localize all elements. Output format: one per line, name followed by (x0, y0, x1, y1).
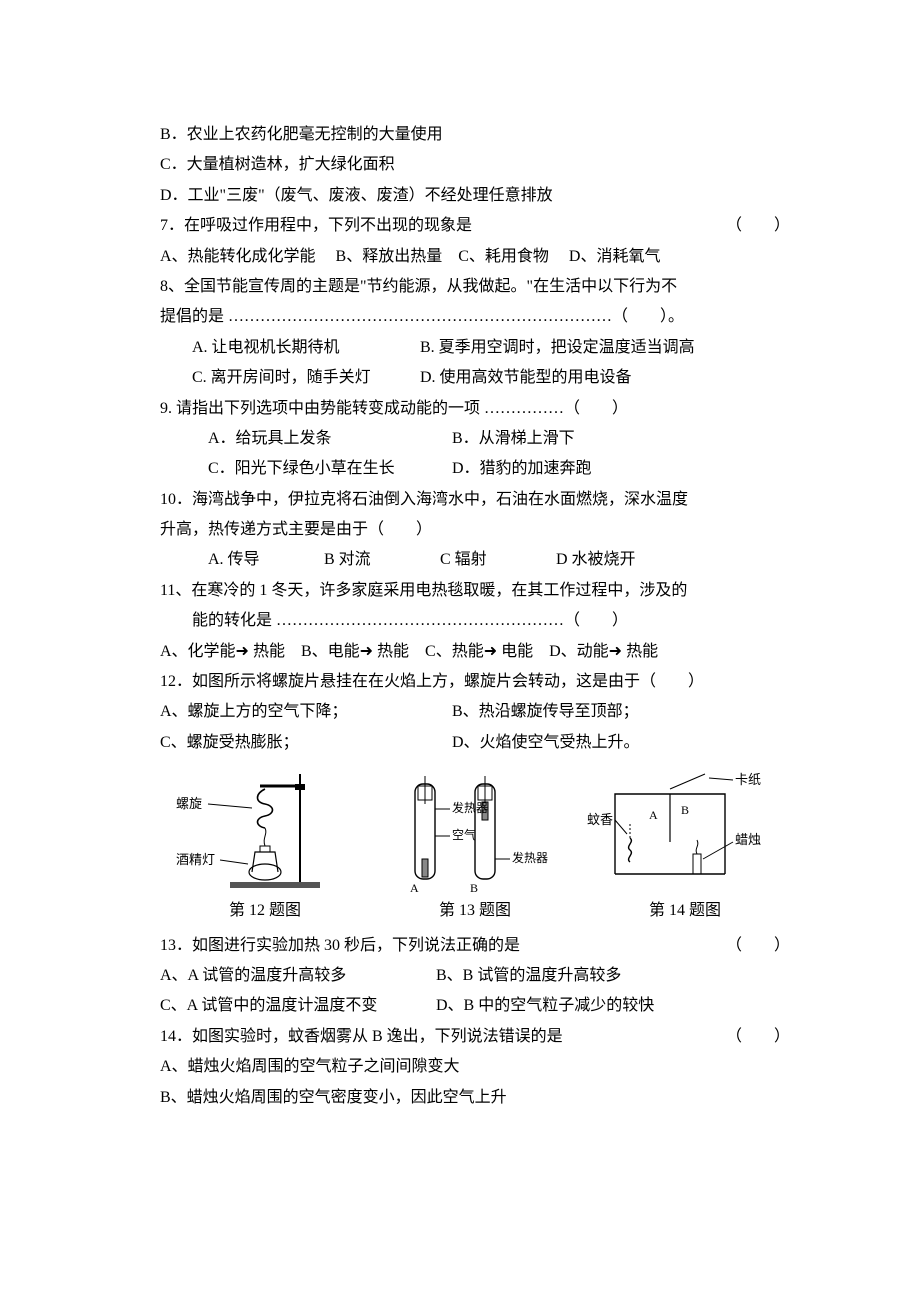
q9-a: A．给玩具上发条 (208, 424, 448, 454)
q12-d: D、火焰使空气受热上升。 (452, 728, 640, 758)
fig14-card: 卡纸 (735, 772, 761, 787)
q7-paren: （ ） (726, 211, 790, 241)
q13-c: C、A 试管中的温度计温度不变 (160, 991, 432, 1021)
fig13-b: B (470, 881, 478, 894)
fig14-candle: 蜡烛 (735, 832, 761, 847)
q11-stem2-text: 能的转化是 ………………………………………………（ ） (160, 612, 628, 629)
fig13-air: 空气 (452, 827, 476, 842)
fig-captions: 第 12 题图 第 13 题图 第 14 题图 (160, 896, 790, 926)
q8-c: C. 离开房间时，随手关灯 (192, 363, 416, 393)
q13-a: A、A 试管的温度升高较多 (160, 961, 432, 991)
q12-stem: 12．如图所示将螺旋片悬挂在在火焰上方，螺旋片会转动，这是由于（ ） (160, 667, 790, 697)
q7-stem: 7．在呼吸过作用程中，下列不出现的现象是 （ ） (160, 211, 790, 241)
q11-stem1: 11、在寒冷的 1 冬天，许多家庭采用电热毯取暖，在其工作过程中，涉及的 (160, 576, 790, 606)
figures-row: 螺旋 酒精灯 发热器 空气 发热器 A B (160, 764, 790, 894)
fig13-a: A (410, 881, 419, 894)
q13-row1: A、A 试管的温度升高较多 B、B 试管的温度升高较多 (160, 961, 790, 991)
q9-row1: A．给玩具上发条 B．从滑梯上滑下 (160, 424, 790, 454)
q8-a: A. 让电视机长期待机 (192, 333, 416, 363)
q12-row1: A、螺旋上方的空气下降； B、热沿螺旋传导至顶部； (160, 697, 790, 727)
q7-opts: A、热能转化成化学能 B、释放出热量 C、耗用食物 D、消耗氧气 (160, 242, 790, 272)
q9-row2: C．阳光下绿色小草在生长 D．猎豹的加速奔跑 (160, 454, 790, 484)
fig14-a: A (649, 808, 658, 822)
q14-paren: （ ） (726, 1022, 790, 1052)
q14-b: B、蜡烛火焰周围的空气密度变小，因此空气上升 (160, 1083, 790, 1113)
fig13-heater-a: 发热器 (452, 800, 488, 815)
q8-b: B. 夏季用空调时，把设定温度适当调高 (420, 333, 695, 363)
q7-text: 7．在呼吸过作用程中，下列不出现的现象是 (160, 217, 472, 234)
q11-stem2: 能的转化是 ………………………………………………（ ） (160, 606, 790, 636)
q8-stem2: 提倡的是 ………………………………………………………………（ ）。 (160, 302, 790, 332)
q13-stem: 13．如图进行实验加热 30 秒后，下列说法正确的是 （ ） (160, 931, 790, 961)
fig14-b: B (681, 803, 689, 817)
q8-stem1: 8、全国节能宣传周的主题是"节约能源，从我做起。"在生活中以下行为不 (160, 272, 790, 302)
q12-row2: C、螺旋受热膨胀； D、火焰使空气受热上升。 (160, 728, 790, 758)
q13-text: 13．如图进行实验加热 30 秒后，下列说法正确的是 (160, 937, 520, 954)
q10-stem2: 升高，热传递方式主要是由于（ ） (160, 515, 790, 545)
fig14-svg: A B 卡纸 蚊香 蜡烛 (585, 764, 785, 894)
fig12: 螺旋 酒精灯 (160, 764, 370, 894)
q13-row2: C、A 试管中的温度计温度不变 D、B 中的空气粒子减少的较快 (160, 991, 790, 1021)
q10-b: B 对流 (324, 545, 436, 575)
q9-c: C．阳光下绿色小草在生长 (208, 454, 448, 484)
q-prev-opt-c: C．大量植树造林，扩大绿化面积 (160, 150, 790, 180)
fig12-label-lamp: 酒精灯 (176, 852, 215, 867)
fig14-cap: 第 14 题图 (580, 896, 790, 926)
fig14: A B 卡纸 蚊香 蜡烛 (580, 764, 790, 894)
q10-opts: A. 传导 B 对流 C 辐射 D 水被烧开 (160, 545, 790, 575)
q13-paren: （ ） (726, 931, 790, 961)
q13-d: D、B 中的空气粒子减少的较快 (436, 991, 654, 1021)
fig13-svg: 发热器 空气 发热器 A B (370, 764, 580, 894)
q-prev-opt-d: D．工业"三废"（废气、废液、废渣）不经处理任意排放 (160, 181, 790, 211)
fig12-label-spiral: 螺旋 (176, 796, 202, 811)
fig13-cap: 第 13 题图 (370, 896, 580, 926)
q10-d: D 水被烧开 (556, 545, 636, 575)
q-prev-opt-b: B．农业上农药化肥毫无控制的大量使用 (160, 120, 790, 150)
q12-c: C、螺旋受热膨胀； (160, 728, 448, 758)
fig13: 发热器 空气 发热器 A B (370, 764, 580, 894)
q11-opts: A、化学能➜ 热能 B、电能➜ 热能 C、热能➜ 电能 D、动能➜ 热能 (160, 637, 790, 667)
fig13-heater-b: 发热器 (512, 850, 548, 865)
fig14-incense: 蚊香 (587, 812, 613, 827)
q10-c: C 辐射 (440, 545, 552, 575)
q13-b: B、B 试管的温度升高较多 (436, 961, 621, 991)
q9-d: D．猎豹的加速奔跑 (452, 454, 592, 484)
q14-text: 14．如图实验时，蚊香烟雾从 B 逸出，下列说法错误的是 (160, 1028, 563, 1045)
q8-row1: A. 让电视机长期待机 B. 夏季用空调时，把设定温度适当调高 (160, 333, 790, 363)
q8-d: D. 使用高效节能型的用电设备 (420, 363, 632, 393)
q9-b: B．从滑梯上滑下 (452, 424, 575, 454)
q9-stem: 9. 请指出下列选项中由势能转变成动能的一项 ……………（ ） (160, 394, 790, 424)
q10-a: A. 传导 (208, 545, 320, 575)
q14-stem: 14．如图实验时，蚊香烟雾从 B 逸出，下列说法错误的是 （ ） (160, 1022, 790, 1052)
q10-stem1: 10．海湾战争中，伊拉克将石油倒入海湾水中，石油在水面燃烧，深水温度 (160, 485, 790, 515)
fig12-svg: 螺旋 酒精灯 (170, 764, 360, 894)
q12-a: A、螺旋上方的空气下降； (160, 697, 448, 727)
q8-row2: C. 离开房间时，随手关灯 D. 使用高效节能型的用电设备 (160, 363, 790, 393)
q14-a: A、蜡烛火焰周围的空气粒子之间间隙变大 (160, 1052, 790, 1082)
q12-b: B、热沿螺旋传导至顶部； (452, 697, 639, 727)
fig12-cap: 第 12 题图 (160, 896, 370, 926)
